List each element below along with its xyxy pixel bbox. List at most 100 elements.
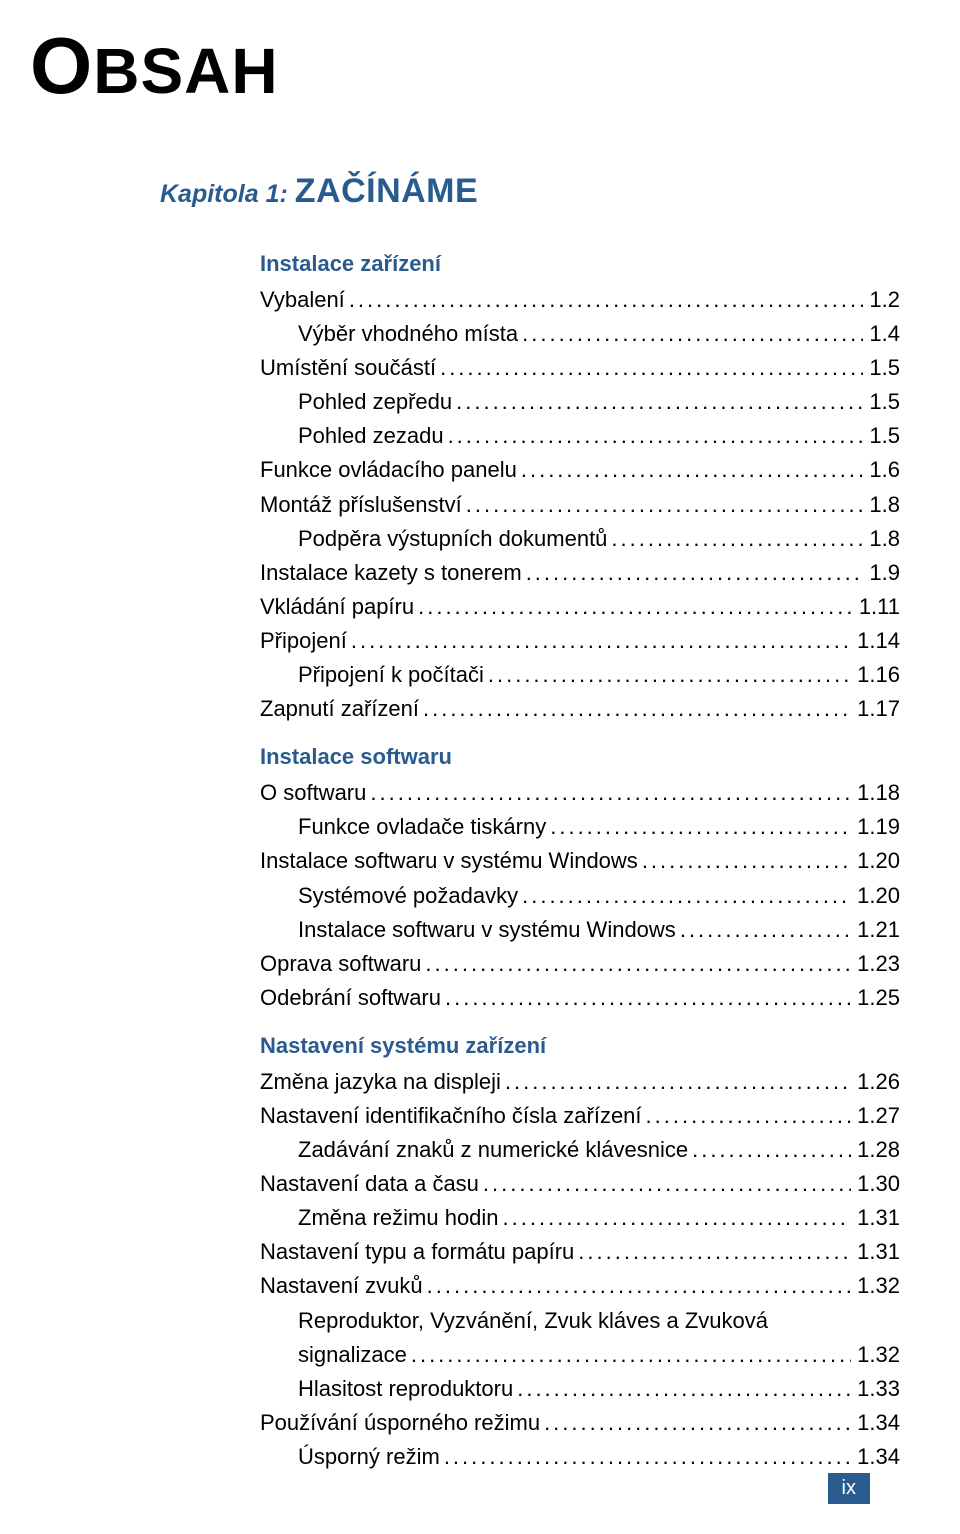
toc-entry-label: Změna režimu hodin [298,1201,499,1235]
toc-entry[interactable]: Reproduktor, Vyzvánění, Zvuk kláves a Zv… [260,1304,900,1372]
toc-entry[interactable]: Pohled zepředu..........................… [260,385,900,419]
toc-entry[interactable]: Nastavení identifikačního čísla zařízení… [260,1099,900,1133]
toc-entry-label: Pohled zezadu [298,419,444,453]
table-of-contents: Instalace zařízení Vybalení..............… [260,251,900,1474]
toc-entry-label: Úsporný režim [298,1440,440,1474]
toc-entry[interactable]: Nastavení zvuků.........................… [260,1269,900,1303]
section-heading: Instalace zařízení [260,251,900,277]
toc-entry-page: 1.6 [863,453,900,487]
toc-entry-label: Systémové požadavky [298,879,518,913]
toc-entry-label: Zadávání znaků z numerické klávesnice [298,1133,688,1167]
title-rest: BSAH [93,35,278,107]
toc-entry-page: 1.25 [851,981,900,1015]
toc-entry[interactable]: Vybalení................................… [260,283,900,317]
toc-entry[interactable]: Připojení k počítači....................… [260,658,900,692]
toc-entry-label: Výběr vhodného místa [298,317,518,351]
toc-entry[interactable]: Instalace softwaru v systému Windows....… [260,844,900,878]
page-number-badge: ix [828,1473,870,1504]
toc-entry-page: 1.19 [851,810,900,844]
toc-entry-label: Umístění součástí [260,351,436,385]
toc-entry-label: Vybalení [260,283,345,317]
toc-leader-dots: ........................................… [638,844,851,878]
toc-entry-page: 1.18 [851,776,900,810]
toc-entry-label: Odebrání softwaru [260,981,441,1015]
toc-leader-dots: ........................................… [414,590,853,624]
toc-leader-dots: ........................................… [479,1167,851,1201]
toc-entry[interactable]: Zadávání znaků z numerické klávesnice...… [260,1133,900,1167]
toc-leader-dots: ........................................… [607,522,863,556]
toc-entry-page: 1.32 [851,1269,900,1303]
toc-leader-dots: ........................................… [540,1406,851,1440]
toc-entry[interactable]: O softwaru..............................… [260,776,900,810]
toc-leader-dots: ........................................… [436,351,863,385]
toc-entry[interactable]: Pohled zezadu...........................… [260,419,900,453]
toc-leader-dots: ........................................… [518,317,863,351]
toc-entry[interactable]: Výběr vhodného místa....................… [260,317,900,351]
toc-entry[interactable]: Zapnutí zařízení........................… [260,692,900,726]
toc-entry-page: 1.5 [863,419,900,453]
toc-entry-label: Zapnutí zařízení [260,692,419,726]
toc-entry-label: Vkládání papíru [260,590,414,624]
toc-entry[interactable]: Oprava softwaru.........................… [260,947,900,981]
toc-leader-dots: ........................................… [676,913,851,947]
toc-entry-page: 1.8 [863,488,900,522]
toc-entry-page: 1.23 [851,947,900,981]
toc-entry-label: Připojení k počítači [298,658,484,692]
toc-entry-label: O softwaru [260,776,366,810]
toc-entry-label: Instalace kazety s tonerem [260,556,522,590]
chapter-name: ZAČÍNÁME [295,172,478,210]
toc-leader-dots: ........................................… [546,810,851,844]
toc-entry-label: Nastavení data a času [260,1167,479,1201]
chapter-line: Kapitola 1: ZAČÍNÁME [160,172,870,211]
toc-leader-dots: ........................................… [440,1440,851,1474]
toc-entry-page: 1.28 [851,1133,900,1167]
toc-entry-label: Hlasitost reproduktoru [298,1372,513,1406]
toc-entry-page: 1.14 [851,624,900,658]
toc-leader-dots: ........................................… [513,1372,851,1406]
toc-entry-page: 1.32 [851,1338,900,1372]
toc-entry[interactable]: Instalace softwaru v systému Windows....… [260,913,900,947]
toc-entry-label: signalizace [298,1338,407,1372]
toc-leader-dots: ........................................… [421,947,851,981]
toc-entry[interactable]: Systémové požadavky.....................… [260,879,900,913]
toc-entry[interactable]: Instalace kazety s tonerem..............… [260,556,900,590]
toc-entry-label: Nastavení typu a formátu papíru [260,1235,574,1269]
toc-leader-dots: ........................................… [522,556,864,590]
toc-entry[interactable]: Umístění součástí.......................… [260,351,900,385]
toc-entry-label: Reproduktor, Vyzvánění, Zvuk kláves a Zv… [298,1304,900,1338]
toc-entry[interactable]: Změna režimu hodin......................… [260,1201,900,1235]
toc-entry[interactable]: Změna jazyka na displeji................… [260,1065,900,1099]
toc-entry[interactable]: Nastavení data a času...................… [260,1167,900,1201]
toc-entry-page: 1.4 [863,317,900,351]
toc-entry[interactable]: Hlasitost reproduktoru..................… [260,1372,900,1406]
toc-leader-dots: ........................................… [441,981,851,1015]
toc-leader-dots: ........................................… [452,385,863,419]
toc-entry[interactable]: Podpěra výstupních dokumentů............… [260,522,900,556]
toc-entry-page: 1.2 [863,283,900,317]
toc-entry-label: Podpěra výstupních dokumentů [298,522,607,556]
toc-entry[interactable]: Používání úsporného režimu..............… [260,1406,900,1440]
toc-entry-page: 1.20 [851,844,900,878]
toc-leader-dots: ........................................… [347,624,851,658]
toc-entry[interactable]: Úsporný režim...........................… [260,1440,900,1474]
toc-entry[interactable]: Odebrání softwaru.......................… [260,981,900,1015]
toc-entry-page: 1.20 [851,879,900,913]
toc-leader-dots: ........................................… [407,1338,851,1372]
toc-entry-page: 1.30 [851,1167,900,1201]
toc-leader-dots: ........................................… [688,1133,851,1167]
toc-leader-dots: ........................................… [499,1201,852,1235]
toc-entry[interactable]: Vkládání papíru.........................… [260,590,900,624]
toc-leader-dots: ........................................… [518,879,851,913]
toc-leader-dots: ........................................… [501,1065,851,1099]
toc-entry-label: Změna jazyka na displeji [260,1065,501,1099]
toc-entry-page: 1.21 [851,913,900,947]
toc-entry-page: 1.17 [851,692,900,726]
section-heading: Nastavení systému zařízení [260,1033,900,1059]
toc-entry[interactable]: Funkce ovládacího panelu................… [260,453,900,487]
toc-entry-page: 1.5 [863,351,900,385]
toc-entry[interactable]: Montáž příslušenství....................… [260,488,900,522]
toc-entry[interactable]: Připojení...............................… [260,624,900,658]
toc-entry[interactable]: Nastavení typu a formátu papíru.........… [260,1235,900,1269]
toc-entry[interactable]: Funkce ovladače tiskárny................… [260,810,900,844]
toc-leader-dots: ........................................… [444,419,864,453]
